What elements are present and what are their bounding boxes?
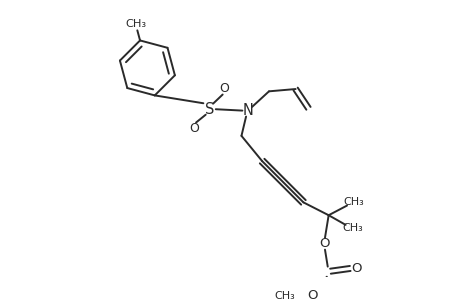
Text: O: O [189,122,199,135]
Text: O: O [218,82,229,95]
Text: S: S [204,102,213,117]
Text: O: O [307,289,317,300]
Text: O: O [350,262,361,275]
Text: CH₃: CH₃ [343,197,364,207]
Text: CH₃: CH₃ [341,223,362,233]
Text: O: O [319,237,330,250]
Text: N: N [242,103,253,118]
Text: CH₃: CH₃ [274,291,295,300]
Text: CH₃: CH₃ [125,19,146,28]
